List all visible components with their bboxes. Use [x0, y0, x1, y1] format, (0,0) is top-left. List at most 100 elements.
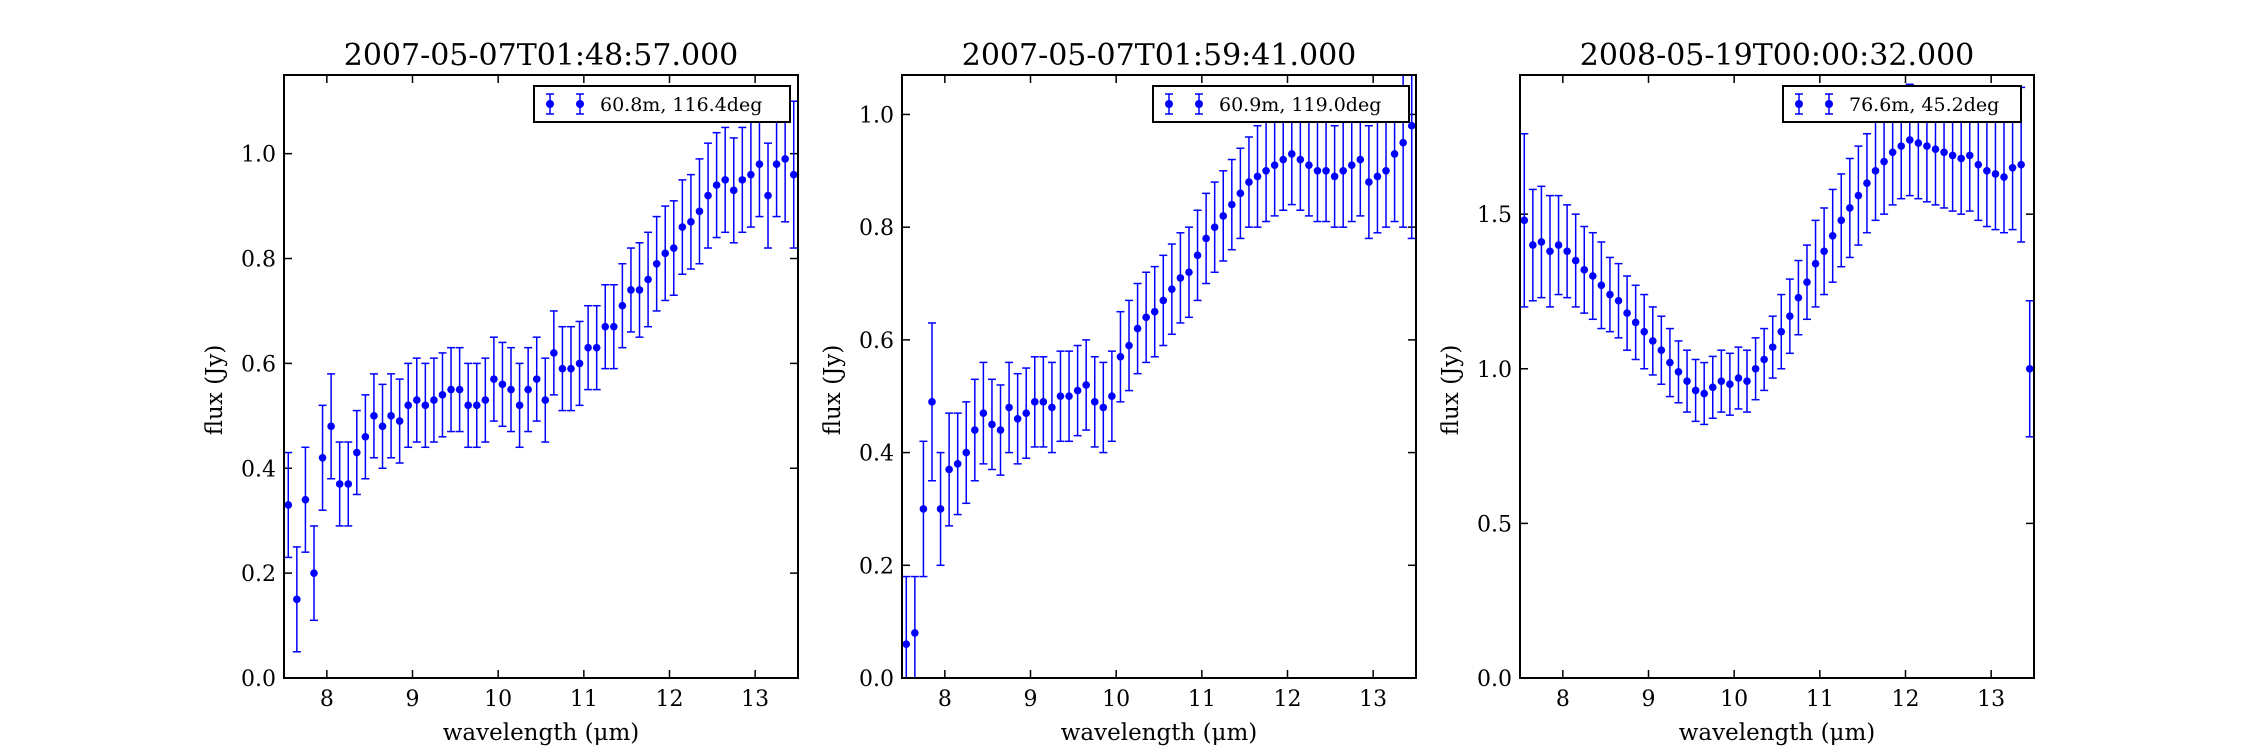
subplot-2: 2007-05-07T01:59:41.000 wavelength (μm) … [820, 38, 1417, 746]
subplot-1-data-point [635, 242, 644, 338]
subplot-2-data-point [1013, 372, 1022, 465]
subplot-3-data-point [1837, 173, 1846, 268]
subplot-2-ytick-label: 0.4 [859, 442, 894, 467]
subplot-1-data-point [609, 283, 618, 370]
subplot-2-data-point [1073, 344, 1082, 437]
subplot-3-data-point [1777, 293, 1786, 370]
subplot-3-legend-label: 76.6m, 45.2deg [1849, 94, 1999, 116]
subplot-2-data-point [910, 575, 919, 678]
subplot-2-data-point [1022, 367, 1031, 459]
subplot-1-data-point [755, 110, 764, 218]
subplot-2-data-point [1065, 350, 1074, 443]
subplot-1-ytick-label: 1.0 [241, 143, 276, 168]
subplot-1-ytick-label: 0.0 [241, 667, 276, 692]
subplot-3-data-point [1571, 213, 1580, 308]
subplot-3-data-point [1708, 355, 1717, 419]
subplot-3-data-point [1528, 188, 1537, 302]
subplot-3-data-point [1802, 244, 1811, 321]
subplot-1-data-point [721, 126, 730, 234]
subplot-1-data-point [729, 137, 738, 244]
subplot-2-data-point [953, 412, 962, 516]
subplot-3-data-point [1631, 284, 1640, 361]
subplot-1-data-point [421, 362, 430, 449]
subplot-3-title: 2008-05-19T00:00:32.000 [1580, 38, 1975, 73]
subplot-3-xtick-label: 10 [1720, 687, 1748, 712]
subplot-3-data-point [1725, 352, 1734, 416]
subplot-2-data-point [1176, 232, 1185, 324]
subplot-2-xtick-label: 9 [1024, 687, 1038, 712]
subplot-3-data-point [1605, 256, 1614, 333]
subplot-2-data-point [1107, 350, 1116, 443]
subplot-3-data-point [2025, 299, 2034, 438]
subplot-3-data-point [1751, 337, 1760, 401]
subplot-3-data-point [1845, 157, 1854, 259]
subplot-1-data-point [438, 352, 447, 438]
subplot-2-xlabel: wavelength (μm) [1061, 720, 1258, 746]
subplot-3-data-point [1828, 188, 1837, 283]
subplot-2-data-point [1193, 209, 1202, 302]
subplot-1-legend-label: 60.8m, 116.4deg [600, 94, 762, 116]
subplot-2-data-point [1219, 170, 1228, 262]
subplot-1-data-point [524, 346, 533, 433]
subplot-3-xlabel: wavelength (μm) [1679, 720, 1876, 746]
subplot-1-data-point [455, 346, 464, 433]
subplot-2-ytick-label: 1.0 [859, 103, 894, 128]
subplot-3-data-point [1700, 361, 1709, 426]
subplot-1-data-point [704, 142, 713, 249]
subplot-1-xtick-label: 13 [741, 687, 769, 712]
subplot-1-data-point [481, 357, 490, 443]
subplot-1-data-point [532, 336, 541, 422]
subplot-3-data-point [1760, 327, 1769, 392]
subplot-2-xtick-label: 11 [1188, 687, 1216, 712]
subplot-3-data-point [1743, 349, 1752, 413]
subplot-1-data-point [404, 362, 413, 449]
subplot-1-data-point [618, 263, 627, 349]
subplot-2-data-point [927, 322, 936, 482]
subplot-2-legend-label: 60.9m, 119.0deg [1219, 94, 1381, 116]
subplot-2-ytick-label: 0.6 [859, 329, 894, 354]
subplot-3-data-point [1648, 306, 1657, 376]
subplot-3-ytick-label: 1.0 [1477, 358, 1512, 383]
subplot-2-data-point [996, 384, 1005, 476]
subplot-1-data-point [584, 304, 593, 391]
subplot-2-data-point [945, 412, 954, 527]
subplot-1-data-point [318, 404, 327, 511]
subplot-1-data-point [472, 362, 481, 449]
subplot-2-data-point [1313, 119, 1322, 223]
subplot-3-data-point [1862, 133, 1871, 234]
subplot-3-data-point [1580, 225, 1589, 314]
subplot-2-data-point [1047, 361, 1056, 454]
subplot-2-ylabel: flux (Jy) [820, 345, 846, 436]
subplot-1-data-point [686, 173, 695, 270]
subplot-1-ytick-label: 0.6 [241, 352, 276, 377]
subplot-1-data-point [566, 325, 575, 412]
subplot-1-data-point [344, 441, 353, 527]
subplot-1-data-point [387, 373, 396, 459]
subplot-2-frame [901, 74, 1417, 679]
subplot-2-data-point [1005, 361, 1014, 454]
subplot-1-legend-marker [546, 93, 584, 115]
subplot-2-legend-marker [1165, 93, 1203, 115]
subplot-2-data-point [919, 440, 928, 578]
subplot-2-data-point [1142, 271, 1151, 364]
subplot-1-data-point [592, 304, 601, 391]
subplot-2-xtick-label: 8 [938, 687, 952, 712]
subplot-3-ytick-label: 0.5 [1477, 512, 1512, 537]
subplot-1-data-point [335, 441, 344, 527]
subplot-2-data-point [1082, 339, 1091, 431]
subplot-3-data-point [1657, 315, 1666, 385]
subplot-2-data-point [1116, 310, 1125, 403]
subplot-2-data-point [970, 378, 979, 482]
subplot-2-data-point [1330, 124, 1339, 228]
subplot-2-data-point [1382, 113, 1391, 228]
subplot-1-data-point [644, 231, 653, 328]
subplot-1-data-point [712, 131, 721, 239]
subplot-2-data-point [987, 378, 996, 471]
subplot-3-data-point [1614, 262, 1623, 339]
subplot-2-data-point [1227, 158, 1236, 251]
subplot-2-title: 2007-05-07T01:59:41.000 [962, 38, 1357, 73]
subplot-2-data-point [1262, 119, 1271, 223]
subplot-3-data-point [1768, 315, 1777, 379]
subplot-2-ytick-label: 0.2 [859, 554, 894, 579]
subplot-2-legend: 60.9m, 119.0deg [1152, 85, 1410, 123]
